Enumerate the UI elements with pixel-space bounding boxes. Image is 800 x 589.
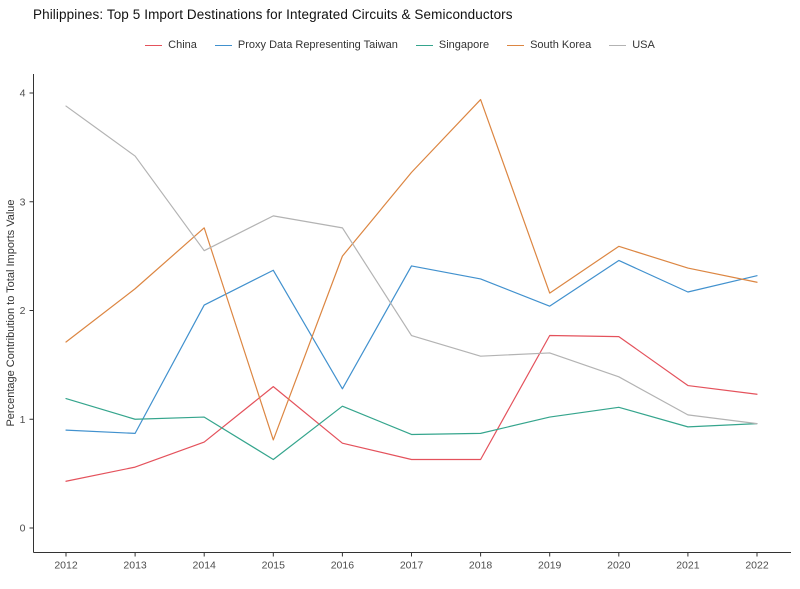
legend-label-china: China bbox=[168, 39, 197, 51]
y-tick-label: 1 bbox=[20, 414, 26, 426]
y-tick-label: 4 bbox=[20, 88, 26, 100]
y-tick-label: 2 bbox=[20, 305, 26, 317]
legend: China Proxy Data Representing Taiwan Singa… bbox=[0, 39, 800, 51]
series-line-proxy-data-representing-taiwan bbox=[65, 259, 758, 434]
series-line-china bbox=[65, 334, 758, 482]
chart-title: Philippines: Top 5 Import Destinations f… bbox=[33, 7, 513, 22]
legend-label-proxy-data-representing-taiwan: Proxy Data Representing Taiwan bbox=[237, 39, 398, 51]
legend-key-proxy-data-representing-taiwan bbox=[214, 44, 232, 46]
legend-label-south-korea: South Korea bbox=[530, 39, 592, 51]
x-tick-label: 2018 bbox=[469, 560, 493, 572]
legend-item-south-korea: South Korea bbox=[507, 39, 591, 51]
legend-item-usa: USA bbox=[609, 39, 655, 51]
legend-key-china bbox=[145, 44, 163, 46]
x-tick-label: 2019 bbox=[538, 560, 562, 572]
series-line-south-korea bbox=[65, 98, 758, 441]
x-tick-label: 2013 bbox=[123, 560, 147, 572]
x-tick-label: 2020 bbox=[607, 560, 631, 572]
legend-key-south-korea bbox=[507, 44, 525, 46]
legend-item-singapore: Singapore bbox=[415, 39, 490, 51]
x-tick-label: 2014 bbox=[193, 560, 217, 572]
y-tick-label: 0 bbox=[20, 523, 26, 535]
x-tick-label: 2022 bbox=[745, 560, 769, 572]
x-tick-label: 2017 bbox=[400, 560, 424, 572]
legend-key-usa bbox=[609, 44, 627, 46]
y-tick-label: 3 bbox=[20, 196, 26, 208]
series-line-usa bbox=[65, 105, 758, 425]
x-tick-label: 2021 bbox=[676, 560, 700, 572]
x-tick-label: 2015 bbox=[262, 560, 286, 572]
legend-label-usa: USA bbox=[632, 39, 655, 51]
x-tick-label: 2012 bbox=[54, 560, 78, 572]
legend-item-china: China bbox=[145, 39, 197, 51]
x-tick-label: 2016 bbox=[331, 560, 355, 572]
legend-item-proxy-data-representing-taiwan: Proxy Data Representing Taiwan bbox=[214, 39, 398, 51]
series-line-singapore bbox=[65, 397, 758, 461]
legend-label-singapore: Singapore bbox=[438, 39, 490, 51]
legend-key-singapore bbox=[415, 44, 433, 46]
